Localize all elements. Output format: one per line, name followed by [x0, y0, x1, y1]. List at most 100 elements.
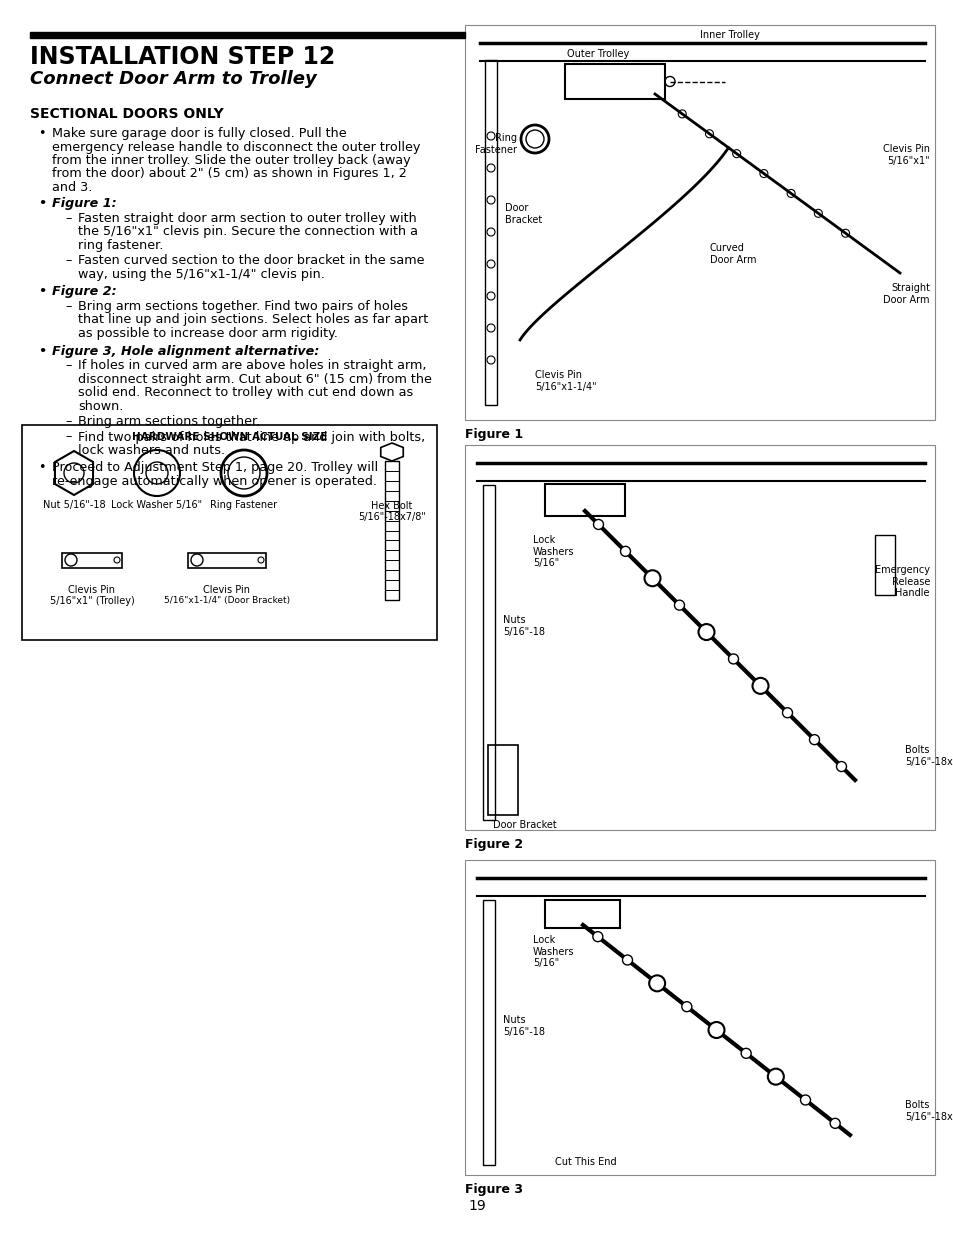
- Text: 19: 19: [468, 1199, 485, 1213]
- Text: ring fastener.: ring fastener.: [78, 240, 163, 252]
- Text: Nuts
5/16"-18: Nuts 5/16"-18: [502, 615, 544, 636]
- Bar: [464, 25, 934, 420]
- Text: emergency release handle to disconnect the outer trolley: emergency release handle to disconnect t…: [52, 141, 420, 153]
- Bar: [22, 425, 436, 640]
- Circle shape: [740, 1049, 750, 1058]
- Text: Nuts
5/16"-18: Nuts 5/16"-18: [502, 1015, 544, 1036]
- Text: Emergency
Release
Handle: Emergency Release Handle: [874, 564, 929, 598]
- Text: Proceed to Adjustment Step 1, page 20. Trolley will: Proceed to Adjustment Step 1, page 20. T…: [52, 462, 377, 474]
- Text: Figure 3: Figure 3: [464, 1183, 522, 1195]
- Circle shape: [674, 600, 684, 610]
- Circle shape: [809, 735, 819, 745]
- Text: •: •: [38, 198, 46, 210]
- Circle shape: [755, 680, 764, 690]
- Text: Outer Trolley: Outer Trolley: [566, 49, 629, 59]
- Circle shape: [728, 655, 738, 664]
- Circle shape: [644, 571, 659, 587]
- Text: –: –: [65, 359, 71, 372]
- Text: 5/16"x1" (Trolley): 5/16"x1" (Trolley): [50, 597, 134, 606]
- Text: Connect Door Arm to Trolley: Connect Door Arm to Trolley: [30, 70, 316, 88]
- Text: Figure 3, Hole alignment alternative:: Figure 3, Hole alignment alternative:: [52, 345, 319, 357]
- Circle shape: [781, 708, 792, 718]
- Circle shape: [700, 627, 711, 637]
- Text: SECTIONAL DOORS ONLY: SECTIONAL DOORS ONLY: [30, 107, 224, 121]
- Circle shape: [647, 573, 657, 583]
- Text: If holes in curved arm are above holes in straight arm,: If holes in curved arm are above holes i…: [78, 359, 426, 372]
- Bar: [62, 552, 122, 568]
- Text: Figure 2:: Figure 2:: [52, 285, 116, 299]
- Text: as possible to increase door arm rigidity.: as possible to increase door arm rigidit…: [78, 327, 337, 340]
- Circle shape: [622, 955, 632, 965]
- Text: and 3.: and 3.: [52, 182, 92, 194]
- Text: 5/16"-18x7/8": 5/16"-18x7/8": [357, 513, 425, 522]
- Text: Lock Washer 5/16": Lock Washer 5/16": [112, 500, 202, 510]
- Text: Bolts
5/16"-18x7/8": Bolts 5/16"-18x7/8": [904, 1100, 953, 1121]
- Text: shown.: shown.: [78, 399, 123, 412]
- Text: Door
Bracket: Door Bracket: [504, 203, 541, 225]
- Bar: [544, 484, 624, 516]
- Circle shape: [836, 762, 845, 772]
- Text: Ring Fastener: Ring Fastener: [211, 500, 277, 510]
- Text: Bolts
5/16"-18x7/8": Bolts 5/16"-18x7/8": [904, 745, 953, 767]
- Circle shape: [592, 931, 602, 941]
- Text: Curved
Door Arm: Curved Door Arm: [709, 243, 756, 264]
- Text: •: •: [38, 127, 46, 140]
- Text: Figure 1: Figure 1: [464, 429, 522, 441]
- Text: –: –: [65, 212, 71, 225]
- Text: HARDWARE SHOWN ACTUAL SIZE: HARDWARE SHOWN ACTUAL SIZE: [132, 432, 327, 442]
- Text: –: –: [65, 300, 71, 312]
- Circle shape: [708, 1023, 723, 1037]
- Text: Clevis Pin
5/16"x1-1/4": Clevis Pin 5/16"x1-1/4": [535, 370, 596, 391]
- Text: Fasten curved section to the door bracket in the same: Fasten curved section to the door bracke…: [78, 254, 424, 268]
- Circle shape: [800, 1095, 810, 1105]
- Text: Hex Bolt: Hex Bolt: [371, 501, 413, 511]
- Text: Bring arm sections together. Find two pairs of holes: Bring arm sections together. Find two pa…: [78, 300, 408, 312]
- Text: –: –: [65, 431, 71, 443]
- Bar: [564, 64, 664, 99]
- Circle shape: [711, 1025, 720, 1035]
- Text: lock washers and nuts.: lock washers and nuts.: [78, 445, 225, 457]
- Bar: [544, 900, 619, 927]
- Bar: [484, 61, 497, 405]
- Text: the 5/16"x1" clevis pin. Secure the connection with a: the 5/16"x1" clevis pin. Secure the conn…: [78, 226, 417, 238]
- Text: 5/16"x1-1/4" (Door Bracket): 5/16"x1-1/4" (Door Bracket): [164, 597, 290, 605]
- Text: solid end. Reconnect to trolley with cut end down as: solid end. Reconnect to trolley with cut…: [78, 387, 413, 399]
- Bar: [482, 900, 495, 1165]
- Circle shape: [619, 546, 630, 556]
- Text: disconnect straight arm. Cut about 6" (15 cm) from the: disconnect straight arm. Cut about 6" (1…: [78, 373, 432, 385]
- Text: Clevis Pin
5/16"x1": Clevis Pin 5/16"x1": [882, 144, 929, 165]
- Text: from the inner trolley. Slide the outer trolley back (away: from the inner trolley. Slide the outer …: [52, 154, 410, 167]
- Text: Fasten straight door arm section to outer trolley with: Fasten straight door arm section to oute…: [78, 212, 416, 225]
- Text: Figure 2: Figure 2: [464, 839, 522, 851]
- Bar: [464, 860, 934, 1174]
- Text: –: –: [65, 415, 71, 429]
- Text: Make sure garage door is fully closed. Pull the: Make sure garage door is fully closed. P…: [52, 127, 346, 140]
- Text: Door Bracket: Door Bracket: [493, 820, 557, 830]
- Text: INSTALLATION STEP 12: INSTALLATION STEP 12: [30, 44, 335, 69]
- Text: •: •: [38, 462, 46, 474]
- Circle shape: [593, 520, 603, 530]
- Text: Nut 5/16"-18: Nut 5/16"-18: [43, 500, 105, 510]
- Circle shape: [681, 1002, 691, 1011]
- Text: Lock
Washers
5/16": Lock Washers 5/16": [533, 935, 574, 968]
- Bar: [188, 552, 266, 568]
- Text: Ring
Fastener: Ring Fastener: [475, 133, 517, 154]
- Text: Bring arm sections together.: Bring arm sections together.: [78, 415, 260, 429]
- Bar: [385, 461, 398, 600]
- Bar: [464, 445, 934, 830]
- Bar: [488, 745, 517, 815]
- Text: Clevis Pin: Clevis Pin: [69, 585, 115, 595]
- Circle shape: [648, 976, 664, 992]
- Text: Lock
Washers
5/16": Lock Washers 5/16": [533, 535, 574, 568]
- Text: way, using the 5/16"x1-1/4" clevis pin.: way, using the 5/16"x1-1/4" clevis pin.: [78, 268, 325, 282]
- Text: Find two pairs of holes that line up and join with bolts,: Find two pairs of holes that line up and…: [78, 431, 425, 443]
- Circle shape: [698, 624, 714, 640]
- Text: Figure 1:: Figure 1:: [52, 198, 116, 210]
- Text: that line up and join sections. Select holes as far apart: that line up and join sections. Select h…: [78, 314, 428, 326]
- Text: from the door) about 2" (5 cm) as shown in Figures 1, 2: from the door) about 2" (5 cm) as shown …: [52, 168, 406, 180]
- Text: Straight
Door Arm: Straight Door Arm: [882, 283, 929, 305]
- Text: Clevis Pin: Clevis Pin: [203, 585, 251, 595]
- Circle shape: [752, 678, 768, 694]
- Circle shape: [767, 1068, 783, 1084]
- Bar: [482, 485, 495, 820]
